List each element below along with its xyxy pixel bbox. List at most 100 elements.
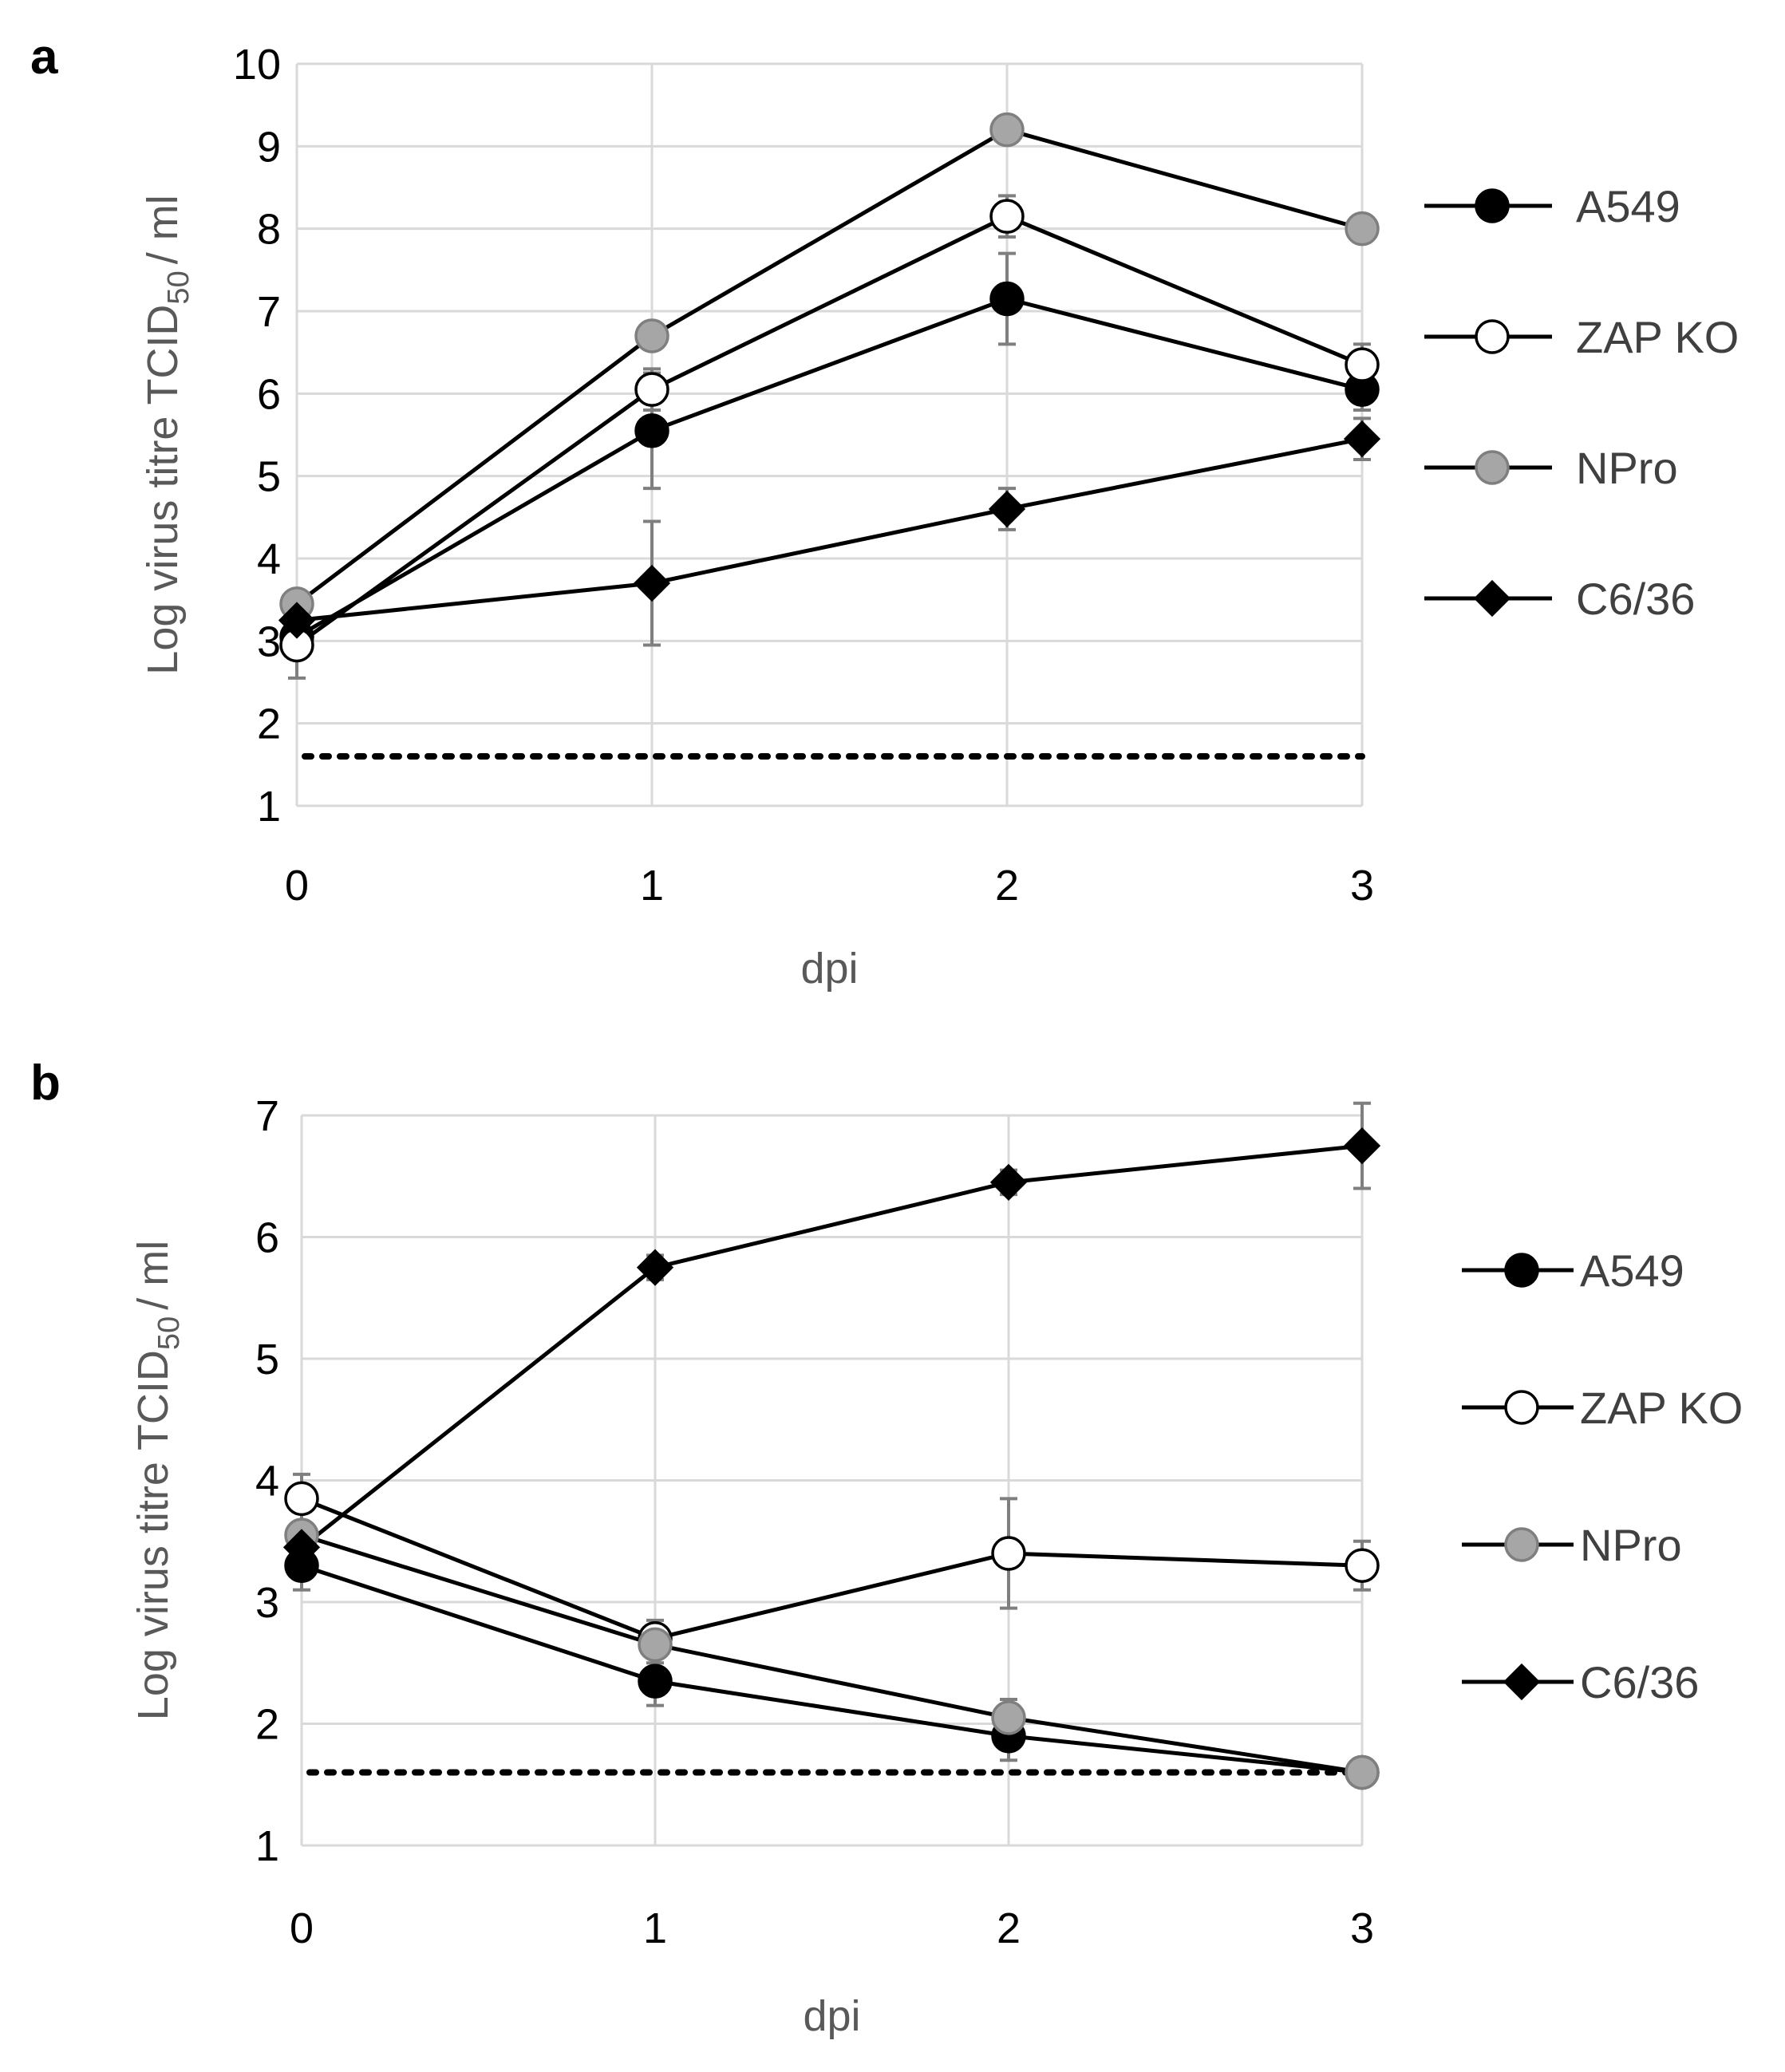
data-point [991,1700,1026,1735]
legend-label: C6/36 [1580,1657,1699,1707]
gridlines [300,1114,1364,1847]
data-point [278,602,316,639]
legend-label: A549 [1576,181,1680,231]
y-tick-label: 6 [255,1214,279,1262]
legend-marker [1475,450,1510,485]
x-tick-label: 3 [1350,1904,1374,1952]
series-c6-36 [293,1101,1371,1561]
y-axis-title-main: Log virus titre TCID [139,305,187,675]
data-point [638,1627,673,1663]
markers-c6-36 [282,1127,1381,1566]
data-point [284,1481,319,1517]
series-line [295,296,1363,639]
y-tick-label: 10 [233,41,281,89]
data-point [638,1664,673,1699]
x-tick-label: 2 [997,1904,1021,1952]
y-axis-title-suffix: / ml [129,1241,177,1310]
y-tick-label: 7 [257,288,281,336]
legend-marker [1475,188,1510,223]
data-point [1345,1754,1380,1790]
series-line [295,214,1363,647]
x-tick-label: 0 [285,862,309,910]
y-tick-label: 1 [255,1822,279,1870]
y-tick-label: 3 [257,618,281,665]
gridlines [295,62,1364,807]
markers-a549 [284,1548,1380,1790]
legend-item-npro: NPro [1462,1520,1682,1570]
data-point [988,490,1026,528]
legend-label: NPro [1580,1520,1682,1570]
legend-item-npro: NPro [1424,443,1678,493]
legend-item-zap-ko: ZAP KO [1424,312,1739,362]
y-tick-label: 2 [257,701,281,748]
data-point [633,564,671,602]
y-tick-label: 5 [257,453,281,501]
data-point [991,1536,1026,1571]
data-point [989,112,1025,148]
x-tick-label: 3 [1350,862,1374,910]
y-tick-label: 8 [257,206,281,254]
legend-label: NPro [1576,443,1678,493]
data-point [989,281,1025,317]
data-point [1345,347,1380,382]
x-tick-label: 1 [640,862,664,910]
data-point [282,1529,321,1566]
data-point [1345,1548,1380,1583]
y-tick-label: 4 [255,1458,279,1506]
series-a549 [293,1539,1371,1781]
series-line [301,1497,1363,1641]
data-point [1343,1127,1381,1165]
legend-label: ZAP KO [1580,1383,1743,1433]
legend-item-zap-ko: ZAP KO [1462,1383,1743,1433]
y-tick-label: 6 [257,370,281,418]
y-tick-label: 3 [255,1579,279,1627]
y-axis-title-subscript: 50 [162,270,195,304]
series-line [296,436,1363,622]
y-tick-label: 4 [257,535,281,583]
series-line [295,127,1363,606]
legend-marker [1473,579,1511,618]
x-tick-label: 1 [643,1904,667,1952]
data-point [634,318,669,353]
y-axis-title-suffix: / ml [139,195,187,264]
series-line [301,1533,1363,1774]
legend-item-c6-36: C6/36 [1424,574,1695,624]
data-point [634,372,669,407]
legend-marker [1503,1663,1541,1701]
legend: A549 ZAP KO NPro C6/36 [1424,181,1739,624]
markers-zap-ko [284,1481,1380,1656]
legend-marker [1504,1390,1539,1425]
x-axis-title: dpi [800,945,858,993]
legend-label: C6/36 [1576,574,1695,624]
data-point [1343,420,1381,458]
series-zap-ko [293,1472,1371,1659]
data-point [636,1249,674,1286]
x-tick-label: 0 [290,1904,314,1952]
legend-marker [1504,1253,1539,1288]
series-a549 [288,251,1371,659]
y-tick-label: 5 [255,1336,279,1383]
legend-item-a549: A549 [1462,1245,1684,1296]
y-tick-label: 1 [257,783,281,831]
legend: A549 ZAP KO NPro C6/36 [1462,1245,1743,1707]
legend-item-a549: A549 [1424,181,1680,231]
legend-marker [1475,319,1510,354]
markers-c6-36 [278,420,1381,639]
data-point [989,1163,1028,1201]
data-point [989,199,1025,234]
y-tick-label: 7 [255,1092,279,1140]
series-line [301,1563,1363,1774]
legend-item-c6-36: C6/36 [1462,1657,1699,1707]
series-c6-36 [288,416,1371,647]
series-line [300,1143,1363,1549]
y-tick-label: 9 [257,123,281,171]
y-axis-title: Log virus titre TCID50 / ml [129,1241,186,1720]
panel-label: a [30,30,58,85]
y-axis-title-subscript: 50 [152,1316,186,1350]
series-npro [293,1509,1371,1781]
legend-label: ZAP KO [1576,312,1739,362]
data-point [1345,211,1380,247]
